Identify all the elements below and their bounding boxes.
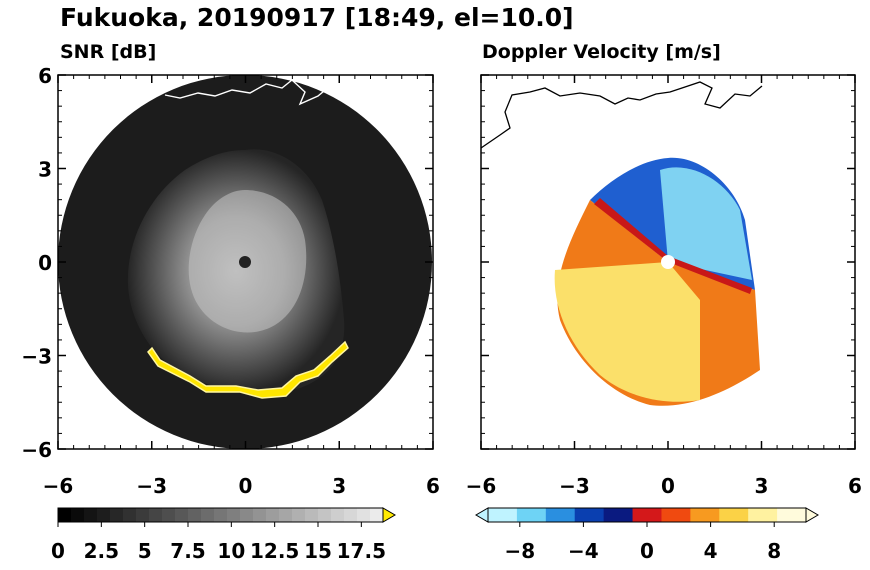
snr-colorbar-swatch	[188, 508, 202, 522]
snr-colorbar-swatch	[227, 508, 241, 522]
snr-panel: −6 −3 0 3 6 6 3 0 −3 −6	[21, 64, 440, 498]
left-panel-subtitle: SNR [dB]	[60, 41, 156, 63]
snr-colorbar-swatch	[201, 508, 215, 522]
snr-colorbar-tick-label: 7.5	[170, 539, 205, 563]
snr-colorbar-frame	[57, 507, 384, 523]
doppler-colorbar-tick-label: 0	[640, 539, 654, 563]
doppler-colorbar-tick-label: −4	[568, 539, 599, 563]
snr-coastline	[164, 79, 331, 106]
snr-colorbar-swatch	[136, 508, 150, 522]
doppler-colorbar-swatch	[632, 508, 662, 522]
snr-colorbar-swatch	[58, 508, 72, 522]
snr-x-tick-label: 3	[332, 474, 346, 498]
doppler-x-tick-label: 6	[848, 474, 862, 498]
doppler-x-tick-label: −6	[466, 474, 497, 498]
snr-x-tick-label: 6	[426, 474, 440, 498]
doppler-colorbar-tick-label: 4	[704, 539, 718, 563]
snr-colorbar-swatch	[175, 508, 189, 522]
snr-colorbar	[57, 507, 396, 527]
snr-colorbar-tick-label: 12.5	[250, 539, 299, 563]
doppler-colorbar-swatch	[516, 508, 547, 522]
snr-colorbar-swatch	[370, 508, 384, 522]
snr-y-tick-label: 3	[38, 158, 52, 182]
doppler-colorbar-extend-high	[805, 507, 819, 523]
snr-center-blank	[239, 256, 251, 268]
doppler-coastline	[481, 81, 763, 149]
snr-colorbar-swatch	[357, 508, 371, 522]
snr-colorbar-swatch	[331, 508, 345, 522]
snr-colorbar-swatch	[344, 508, 358, 522]
snr-colorbar-swatch	[149, 508, 163, 522]
doppler-colorbar-swatch	[748, 508, 778, 522]
doppler-colorbar-swatch	[603, 508, 634, 522]
snr-colorbar-swatch	[318, 508, 332, 522]
doppler-receding-light	[554, 262, 700, 402]
snr-colorbar-swatch	[292, 508, 306, 522]
snr-colorbar-swatch	[71, 508, 85, 522]
snr-colorbar-tick-label: 17.5	[337, 539, 386, 563]
figure-title: Fukuoka, 20190917 [18:49, el=10.0]	[60, 3, 574, 32]
doppler-panel: −6 −3 0 3 6	[466, 74, 862, 498]
doppler-approaching-light	[660, 167, 752, 280]
snr-colorbar-tick-label: 2.5	[84, 539, 119, 563]
doppler-x-tick-label: 0	[661, 474, 675, 498]
snr-colorbar-swatch	[84, 508, 98, 522]
snr-high-echo-band	[147, 340, 349, 399]
doppler-colorbar-tick-label: −8	[504, 539, 535, 563]
snr-x-tick-label: −3	[136, 474, 167, 498]
snr-colorbar-swatch	[266, 508, 280, 522]
snr-colorbar-tick-label: 10	[217, 539, 245, 563]
snr-colorbar-swatch	[253, 508, 267, 522]
doppler-colorbar-extend-low	[475, 507, 489, 523]
doppler-colorbar-swatch	[777, 508, 807, 522]
snr-colorbar-tick-label: 0	[51, 539, 65, 563]
doppler-colorbar-swatch	[690, 508, 720, 522]
snr-colorbar-swatch	[305, 508, 319, 522]
snr-x-tick-label: −6	[43, 474, 74, 498]
snr-y-tick-label: −3	[21, 345, 52, 369]
snr-colorbar-extend	[382, 507, 396, 523]
snr-y-tick-label: −6	[21, 438, 52, 462]
doppler-colorbar	[475, 507, 819, 527]
snr-colorbar-swatch	[123, 508, 137, 522]
doppler-colorbar-swatch	[719, 508, 749, 522]
snr-y-tick-label: 6	[38, 64, 52, 88]
doppler-colorbar-swatch	[574, 508, 605, 522]
snr-colorbar-swatch	[214, 508, 228, 522]
doppler-x-tick-label: 3	[755, 474, 769, 498]
doppler-colorbar-swatch	[545, 508, 576, 522]
snr-colorbar-swatch	[240, 508, 254, 522]
snr-colorbar-swatch	[110, 508, 124, 522]
doppler-zero-line-band	[594, 198, 752, 294]
snr-y-tick-label: 0	[38, 251, 52, 275]
doppler-center-blank	[661, 255, 675, 269]
snr-colorbar-tick-label: 15	[304, 539, 332, 563]
doppler-x-tick-label: −3	[559, 474, 590, 498]
snr-colorbar-swatch	[279, 508, 293, 522]
snr-colorbar-swatch	[97, 508, 111, 522]
snr-colorbar-tick-label: 5	[138, 539, 152, 563]
doppler-colorbar-tick-label: 8	[767, 539, 781, 563]
doppler-colorbar-swatch	[661, 508, 691, 522]
snr-x-tick-label: 0	[239, 474, 253, 498]
doppler-colorbar-swatch	[488, 508, 518, 522]
snr-colorbar-swatch	[162, 508, 176, 522]
right-panel-subtitle: Doppler Velocity [m/s]	[482, 41, 721, 63]
